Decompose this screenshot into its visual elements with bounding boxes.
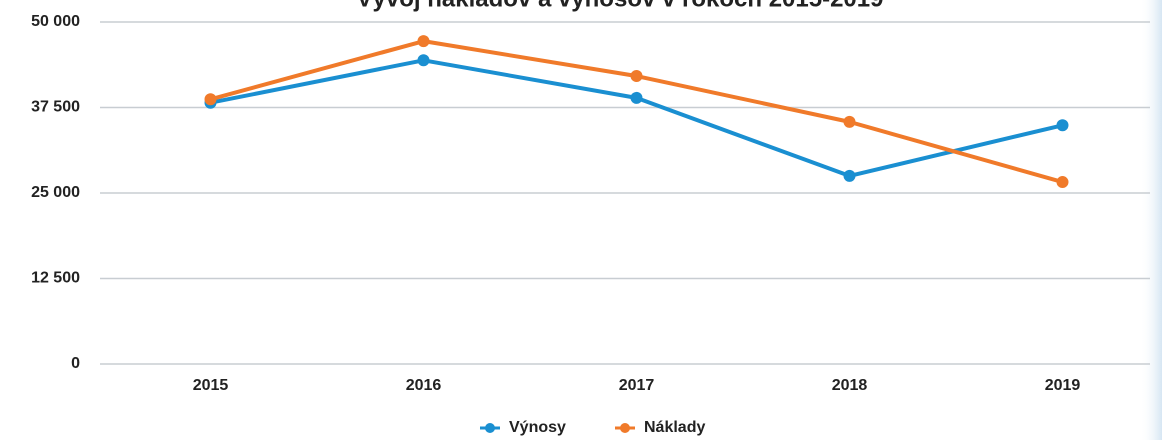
x-tick-label: 2016 <box>406 377 442 394</box>
point <box>1056 119 1069 132</box>
legend-label: Náklady <box>644 419 705 436</box>
point <box>417 54 430 67</box>
x-tick-label: 2019 <box>1045 377 1081 394</box>
x-tick-label: 2018 <box>832 377 868 394</box>
legend-swatch <box>485 423 495 433</box>
chart-title: Vývoj nákladov a výnosov v rokoch 2015-2… <box>357 0 884 12</box>
y-tick-label: 25 000 <box>31 184 80 201</box>
y-tick-label: 37 500 <box>31 99 80 116</box>
legend-swatch <box>620 423 630 433</box>
edge-shade <box>1140 0 1162 440</box>
y-tick-label: 50 000 <box>31 13 80 30</box>
x-tick-label: 2015 <box>193 377 229 394</box>
y-tick-label: 12 500 <box>31 270 80 287</box>
y-tick-label: 0 <box>71 355 80 372</box>
point <box>843 115 856 128</box>
x-tick-label: 2017 <box>619 377 655 394</box>
point <box>1056 176 1069 189</box>
series-line <box>209 39 1064 184</box>
point <box>630 91 643 104</box>
point <box>417 35 430 48</box>
legend-label: Výnosy <box>509 419 566 436</box>
point <box>204 93 217 106</box>
point <box>843 169 856 182</box>
point <box>630 70 643 83</box>
